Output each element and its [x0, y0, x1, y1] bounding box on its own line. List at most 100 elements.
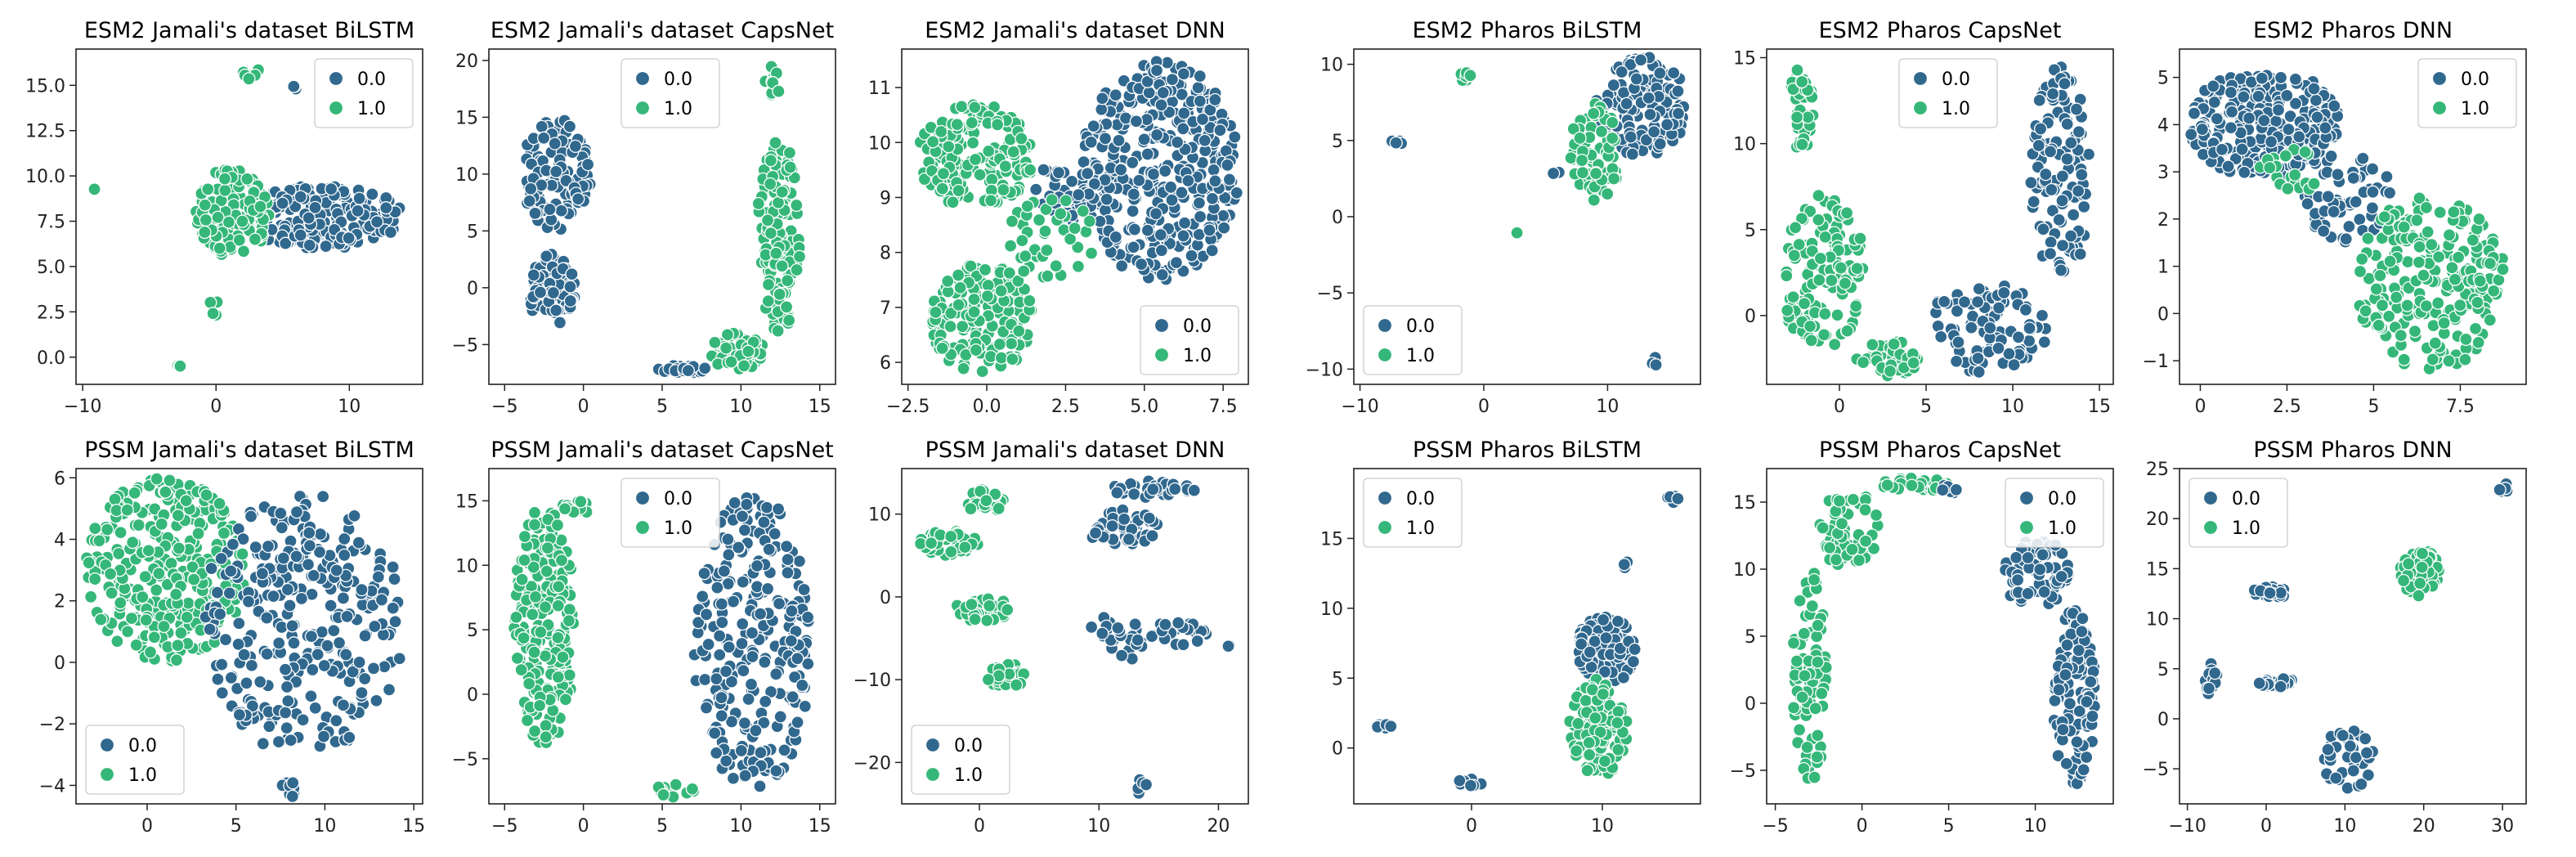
scatter-point [1017, 264, 1031, 278]
legend-marker [1377, 317, 1393, 334]
legend: 0.01.0 [1363, 305, 1463, 375]
scatter-point [160, 577, 174, 591]
scatter-point [129, 638, 143, 652]
scatter-point [1006, 352, 1019, 366]
scatter-point [87, 182, 101, 196]
scatter-point [237, 648, 251, 662]
scatter-point [775, 185, 789, 199]
scatter-point [293, 190, 307, 204]
scatter-point [1653, 137, 1667, 151]
scatter-point [316, 729, 331, 743]
scatter-point [760, 213, 775, 227]
scatter-point [386, 601, 400, 615]
scatter-point [307, 568, 320, 582]
x-tick-label: 5 [2368, 397, 2379, 417]
scatter-point [517, 553, 531, 568]
scatter-point [2278, 149, 2292, 163]
scatter-point [1198, 133, 1212, 147]
scatter-point [204, 295, 217, 309]
x-tick-label: 5.0 [1130, 397, 1158, 417]
scatter-point [340, 609, 354, 624]
scatter-point [534, 625, 548, 639]
scatter-point [101, 523, 114, 536]
scatter-point [745, 626, 759, 640]
scatter-point [1804, 334, 1818, 348]
scatter-point [352, 655, 366, 670]
legend-marker [328, 100, 344, 116]
scatter-point [1792, 237, 1806, 252]
scatter-point [764, 154, 778, 168]
scatter-point [1786, 83, 1800, 96]
legend-label: 1.0 [357, 99, 386, 119]
scatter-point [1818, 307, 1832, 321]
scatter-point [2359, 304, 2372, 318]
scatter-point [1142, 86, 1156, 100]
scatter-point [253, 200, 267, 213]
scatter-point [287, 79, 301, 93]
scatter-point [1808, 770, 1821, 784]
scatter-point [551, 670, 565, 684]
y-tick-label: 10 [1320, 599, 1343, 620]
scatter-point [1951, 335, 1965, 349]
scatter-point [217, 526, 231, 541]
scatter-point [1817, 328, 1831, 342]
scatter-point [762, 542, 776, 557]
x-tick-label: −5 [491, 397, 517, 417]
scatter-point [540, 541, 555, 555]
scatter-point [698, 361, 712, 375]
scatter-point [1110, 486, 1124, 500]
subplot-title: ESM2 Jamali's dataset CapsNet [491, 18, 834, 43]
scatter-point [224, 671, 238, 685]
scatter-point [968, 612, 982, 626]
scatter-point [968, 152, 983, 167]
scatter-point [726, 771, 741, 785]
scatter-point [1023, 163, 1037, 177]
y-tick-label: 10 [868, 505, 891, 526]
scatter-point [978, 262, 992, 277]
scatter-point [980, 289, 995, 303]
scatter-point [2255, 71, 2269, 85]
legend-marker [634, 100, 651, 116]
scatter-point [2417, 268, 2430, 282]
scatter-point [728, 496, 741, 510]
legend-label: 1.0 [664, 99, 692, 119]
scatter-point [276, 551, 290, 565]
scatter-point [1154, 98, 1168, 112]
scatter-point [287, 636, 301, 650]
scatter-point [754, 746, 768, 760]
scatter-point [1221, 158, 1234, 173]
scatter-point [94, 612, 108, 626]
scatter-point [2288, 96, 2303, 110]
scatter-point [215, 657, 229, 671]
scatter-point [1934, 330, 1948, 343]
scatter-point [546, 285, 561, 300]
scatter-point [2242, 111, 2256, 125]
scatter-point [244, 658, 259, 672]
scatter-point [1384, 720, 1398, 734]
scatter-point [1084, 246, 1099, 260]
scatter-point [509, 610, 523, 624]
scatter-point [1949, 354, 1964, 368]
scatter-point [1149, 207, 1163, 221]
scatter-point [1840, 324, 1854, 338]
scatter-point [1109, 88, 1122, 102]
x-tick-label: 7.5 [2446, 397, 2475, 417]
scatter-point [2353, 213, 2367, 227]
scatter-point [797, 582, 811, 597]
scatter-point [1185, 249, 1198, 262]
scatter-point [1126, 204, 1140, 218]
scatter-point [2471, 295, 2484, 309]
scatter-point [1822, 541, 1837, 554]
scatter-point [782, 313, 796, 327]
scatter-point [1105, 519, 1119, 533]
legend-marker [2431, 70, 2448, 87]
scatter-point [719, 664, 733, 679]
scatter-point [1971, 351, 1985, 366]
scatter-point [791, 652, 804, 666]
scatter-point [2372, 318, 2386, 332]
x-tick-label: 10 [729, 816, 752, 837]
scatter-point [1950, 304, 1964, 318]
scatter-point [88, 521, 102, 536]
scatter-point [2274, 70, 2288, 85]
